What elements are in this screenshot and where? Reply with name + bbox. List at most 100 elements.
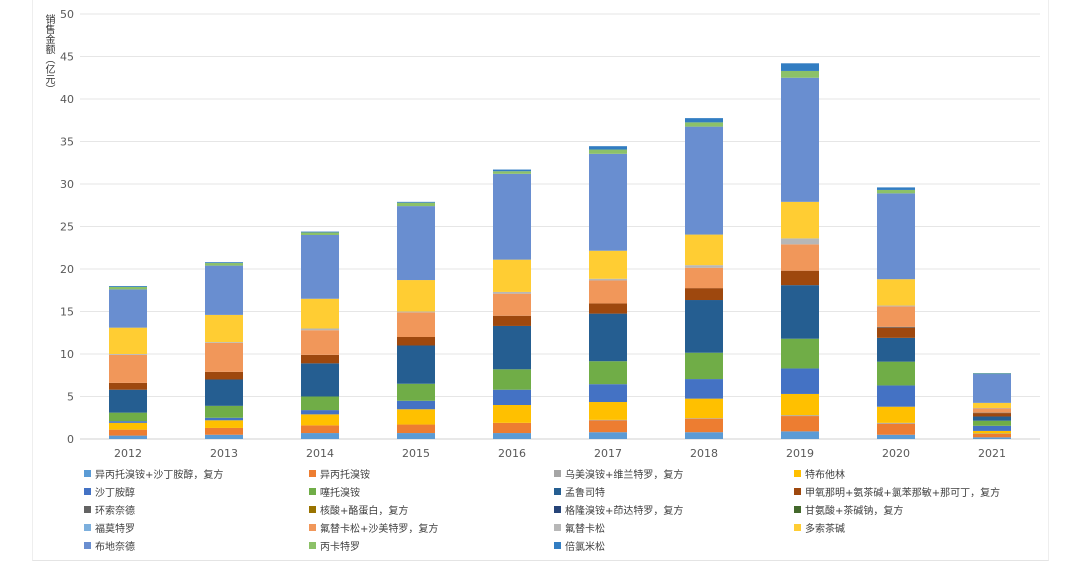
bar-segment [973,425,1011,431]
y-tick-label: 25 [60,221,74,234]
y-tick-label: 40 [60,93,74,106]
bar-segment [205,427,243,435]
bar-segment [781,415,819,417]
bar-segment [685,126,723,235]
bar-segment [493,325,531,370]
bar-segment [877,337,915,362]
bar-segment [493,405,531,423]
bar-segment [493,169,531,172]
legend-item: 乌美溴铵+维兰特罗，复方 [554,465,794,481]
bar-segment [589,313,627,362]
x-tick-label: 2014 [306,447,334,460]
legend-item: 格隆溴铵+茚达特罗，复方 [554,501,794,517]
y-axis-title: 销售金额（亿元） [43,14,54,94]
x-tick-label: 2020 [882,447,910,460]
bar-segment [781,201,819,239]
legend-swatch [554,541,561,549]
bar-segment [781,368,819,394]
bar-segment [205,342,243,372]
bar-segment [781,393,819,416]
bar-segment [589,419,627,421]
bar-segment [685,122,723,127]
bar-segment [109,286,147,290]
legend-swatch [309,523,316,531]
bar-segment [397,409,435,425]
legend-swatch [554,505,561,513]
bar-segment [973,373,1011,374]
bar-segment [493,315,531,326]
bar-segment [877,326,915,328]
bar-segment [781,338,819,369]
legend-item: 噻托溴铵 [309,483,554,499]
bar-segment [301,235,339,299]
bar-segment [397,383,435,401]
bar-segment [397,337,435,346]
bar-segment [589,250,627,279]
legend-label: 格隆溴铵+茚达特罗，复方 [565,505,684,517]
bar-segment [589,146,627,150]
bar-segment [397,345,435,384]
bar-segment [301,414,339,426]
legend-label: 倍氯米松 [565,541,605,553]
bar-segment [685,379,723,399]
bar-segment [973,408,1011,413]
legend-label: 环索奈德 [95,505,135,517]
bar-segment [877,406,915,423]
legend-label: 核酸+酪蛋白，复方 [320,505,409,517]
bar-segment [589,432,627,439]
bar-segment [973,373,1011,403]
legend-swatch [794,505,801,513]
y-tick-label: 35 [60,136,74,149]
legend-item: 氟替卡松+沙美特罗，复方 [309,519,554,535]
bar-segment [109,354,147,355]
bar-segment [589,149,627,154]
bar-segment [397,400,435,410]
legend-label: 孟鲁司特 [565,487,605,499]
bar-segment [301,232,339,235]
bar-segment [877,187,915,190]
bar-segment [589,153,627,251]
bar-segment [493,422,531,434]
bar-segment [589,303,627,314]
legend-item: 异丙托溴铵+沙丁胺醇，复方 [84,465,309,481]
legend-swatch [554,523,561,531]
bar-segment [589,402,627,420]
x-tick-label: 2019 [786,447,814,460]
legend-swatch [84,487,91,495]
legend-label: 福莫特罗 [95,523,135,535]
bar-segment [205,434,243,439]
x-tick-label: 2012 [114,447,142,460]
legend-label: 甲氧那明+氨茶碱+氯苯那敏+那可丁，复方 [805,487,1001,499]
bar-segment [877,327,915,338]
bar-segment [205,405,243,418]
bar-segment [685,398,723,419]
legend-swatch [84,523,91,531]
y-tick-label: 50 [60,8,74,21]
bar-segment [685,267,723,289]
bar-segment [397,202,435,207]
legend-label: 甘氨酸+茶碱钠，复方 [805,505,904,517]
bar-segment [685,265,723,268]
bar-segment [973,416,1011,421]
bar-segment [301,328,339,331]
legend-item: 特布他林 [794,465,1044,481]
chart-frame [32,0,1049,561]
bar-segment [493,173,531,260]
bar-segment [109,429,147,436]
stacked-bar-chart: 0 5 10 15 20 25 30 35 40 45 50 2012 2013 2014 2015 2016… [60,8,1040,460]
bar-segment [781,244,819,271]
bar-segment [397,424,435,434]
bar-segment [973,420,1011,426]
y-tick-label: 10 [60,348,74,361]
bar-segment [205,262,243,264]
legend-swatch [794,487,801,495]
legend-swatch [84,469,91,477]
legend-swatch [84,505,91,513]
bar-segment [109,421,147,423]
legend-swatch [794,523,801,531]
bar-segment [301,410,339,415]
bar-segment [109,286,147,287]
bar-segment [781,63,819,71]
y-tick-label: 20 [60,263,74,276]
legend-label: 异丙托溴铵 [320,469,370,481]
